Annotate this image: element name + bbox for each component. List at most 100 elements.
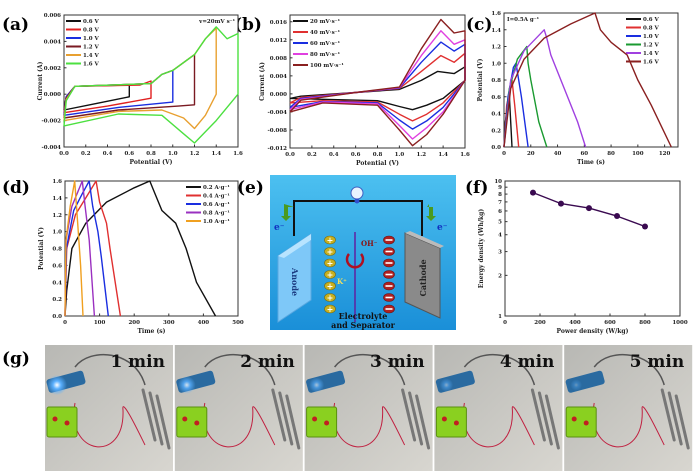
chart-c: 0 20 40 60 80 100 120 0.0 0.2 0.4 0.6 0.8 1.0 1.2 1.4 1… [477, 11, 679, 166]
y-axis-title: Potential (V) [477, 58, 484, 101]
legend-label: 40 mV·s⁻¹ [310, 29, 341, 36]
series-line-5 [63, 26, 239, 144]
y-tick-label: 9 [498, 185, 502, 191]
legend-label: 1.0 A·g⁻¹ [203, 218, 230, 225]
cation-plus-icon: + [324, 270, 336, 280]
cation-plus-icon: + [324, 247, 336, 257]
electron-arrow-right-icon [426, 204, 436, 221]
lightbulb-icon [350, 186, 364, 204]
wire [204, 353, 276, 386]
y-tick-label: 0.4 [491, 112, 501, 118]
x-tick-label: 0.8 [373, 152, 383, 158]
x-axis-title: Time (s) [137, 328, 165, 335]
legend-label: 20 mV·s⁻¹ [310, 18, 341, 25]
clip-lead [278, 391, 294, 446]
y-tick-label: -0.012 [267, 146, 287, 152]
y-tick-label: 4 [498, 233, 502, 239]
y-tick-label: 0.6 [52, 263, 62, 269]
supercapacitor-device [306, 406, 338, 438]
x-tick-label: 20 [527, 151, 535, 157]
x-axis-title: Power density (W/kg) [557, 328, 629, 335]
x-tick-label: 1000 [672, 320, 687, 326]
x-tick-label: 1.6 [460, 152, 470, 158]
legend-label: 0.2 A·g⁻¹ [203, 184, 230, 191]
y-tick-label: 0.012 [270, 38, 287, 44]
legend-label: 100 mV·s⁻¹ [310, 62, 344, 69]
terminal [324, 420, 330, 426]
y-tick-label: 6 [498, 209, 502, 215]
photo-5: 5 min [564, 345, 693, 471]
legend-label: 1.2 V [643, 43, 659, 49]
x-tick-label: 120 [659, 151, 671, 157]
chart-d: 0 100 200 300 400 500 0.0 0.2 0.4 0.6 0.8 1.0 1.2 1.4… [38, 179, 244, 335]
red-wire [332, 402, 406, 448]
panel-label-d: (d) [2, 178, 30, 198]
terminal [194, 420, 200, 426]
x-tick-label: 800 [639, 320, 651, 326]
legend-label: 1.0 V [83, 36, 99, 42]
clip-lead [667, 391, 683, 446]
x-tick-label: 0 [63, 320, 67, 326]
terminal [64, 420, 70, 426]
clip-lead [285, 394, 301, 450]
elapsed-time-label: 4 min [500, 352, 555, 372]
legend-label: 1.6 V [643, 60, 659, 66]
x-tick-label: 1.6 [233, 151, 243, 157]
y-tick-label: 0.8 [52, 247, 62, 253]
x-tick-label: 80 [607, 151, 615, 157]
x-tick-label: 0.4 [103, 151, 113, 157]
plot-frame [64, 180, 239, 317]
x-tick-label: 400 [198, 320, 210, 326]
x-tick-label: 400 [569, 320, 581, 326]
y-tick-label: 0.006 [44, 13, 61, 19]
clip-lead [660, 388, 676, 442]
terminal [441, 416, 447, 422]
led-glow [178, 376, 196, 394]
electrolyte-label: Electrolyte [339, 311, 388, 321]
y-tick-label: 0.2 [491, 128, 501, 134]
y-tick-label: 0.6 [491, 95, 501, 101]
x-axis-title: Potential (V) [356, 160, 399, 167]
anode-label: Anode [290, 267, 300, 296]
legend-label: 0.4 A·g⁻¹ [203, 193, 230, 200]
legend-label: 0.8 A·g⁻¹ [203, 210, 230, 217]
series-line-5 [503, 12, 672, 148]
y-axis-title: Current (A) [37, 61, 44, 100]
x-tick-label: 100 [632, 151, 644, 157]
x-tick-label: 0 [502, 151, 506, 157]
y-tick-label: 0.4 [52, 280, 62, 286]
series-line-1 [64, 180, 122, 317]
charts-layer: 0.0 0.2 0.4 0.6 0.8 1.0 1.2 1.4 1.6 -0.004 -0.002 0… [37, 11, 688, 335]
terminal [182, 416, 188, 422]
svg-text:+: + [327, 247, 334, 257]
led-glow [439, 378, 454, 392]
electron-label-left: e⁻ [274, 223, 285, 233]
x-tick-label: 500 [232, 320, 244, 326]
y-tick-label: 10 [494, 179, 502, 185]
x-tick-label: 200 [534, 320, 546, 326]
y-tick-label: 8 [498, 192, 502, 198]
clip-lead [141, 388, 157, 442]
terminal [52, 416, 58, 422]
y-axis-title: Potential (V) [38, 227, 45, 270]
y-tick-label: 1.2 [491, 45, 501, 51]
ion-exchange-cycle-icon [345, 253, 365, 269]
plot-frame [504, 180, 681, 317]
x-tick-label: 60 [580, 151, 588, 157]
x-axis-title: Time (s) [577, 159, 605, 166]
y-tick-label: 2 [498, 273, 502, 279]
wire [334, 353, 406, 386]
x-tick-label: 40 [554, 151, 562, 157]
photo-4: 4 min [434, 345, 563, 471]
photo-3: 3 min [304, 345, 433, 471]
anion-minus-icon [383, 293, 395, 302]
clip-lead [530, 388, 546, 442]
clip-lead [408, 391, 424, 446]
legend-label: 0.6 V [643, 17, 659, 23]
supercapacitor-device [46, 406, 78, 438]
y-tick-label: 1.4 [52, 196, 62, 202]
clip-lead [674, 394, 690, 450]
y-tick-label: 0.000 [44, 92, 61, 98]
condition-annotation: I=0.5A g⁻¹ [507, 16, 540, 23]
